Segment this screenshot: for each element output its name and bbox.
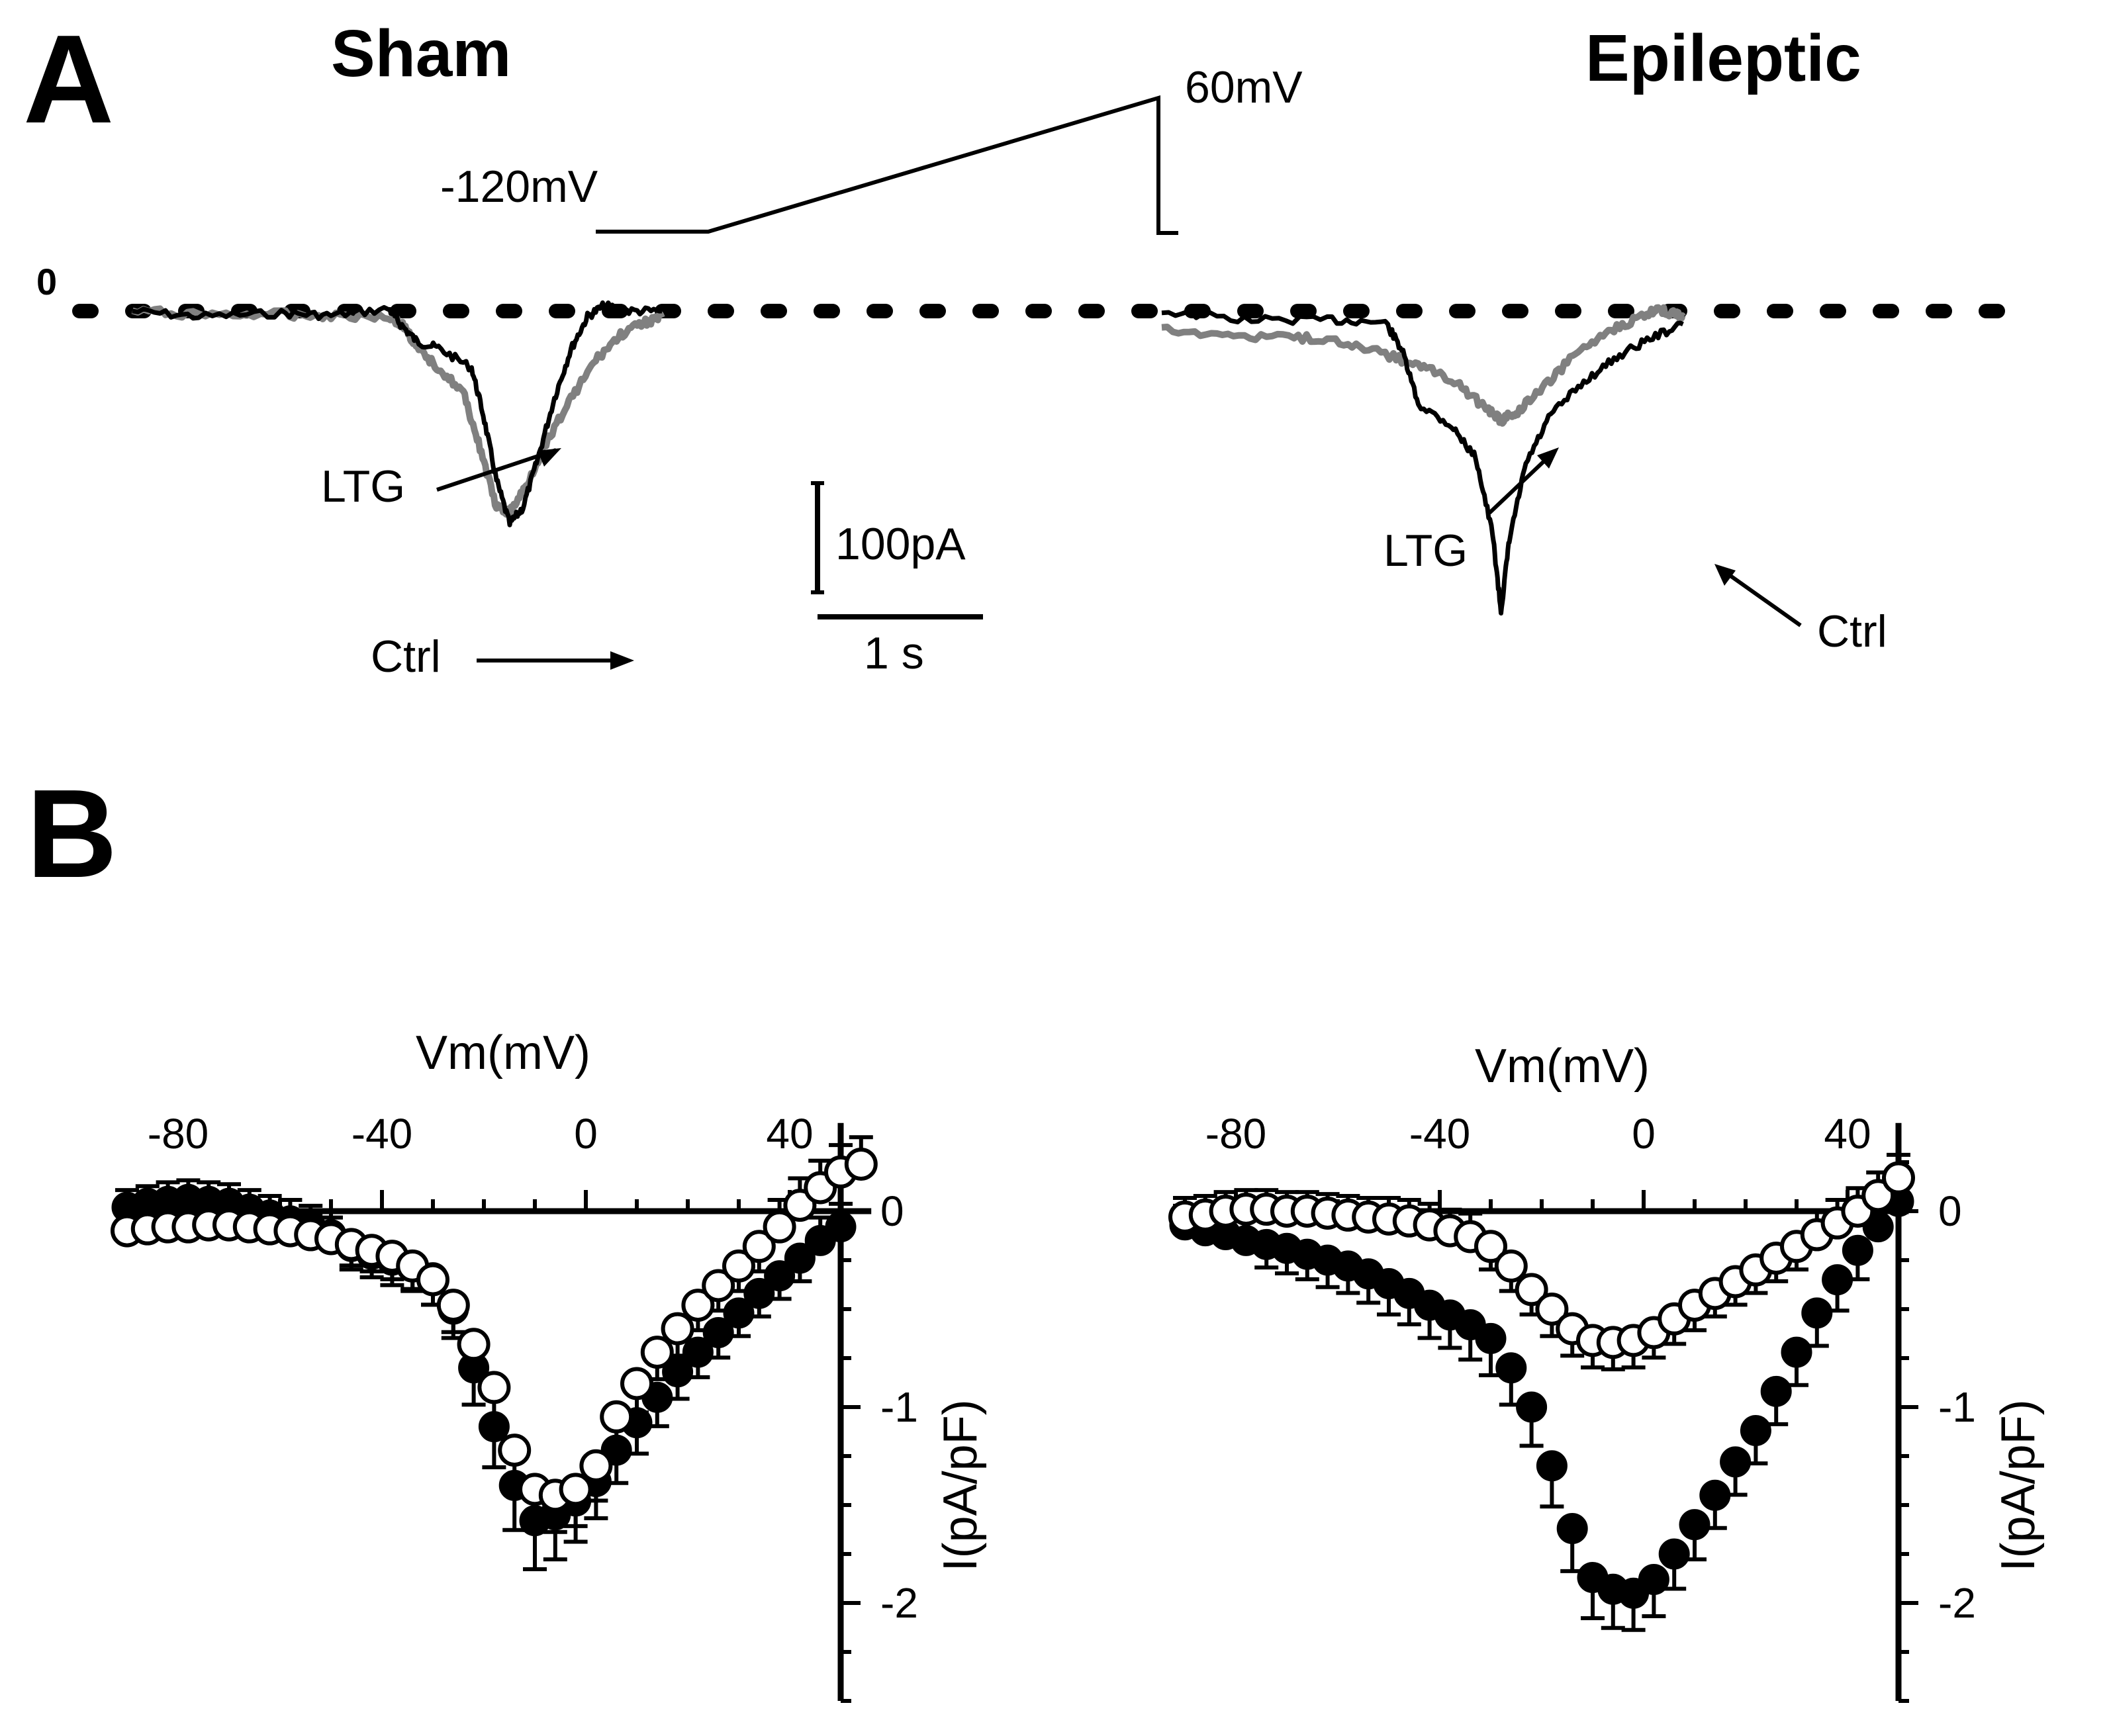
epileptic-iv-point-ctrl [1556,1513,1588,1545]
sham-ltg-arrowhead [538,448,561,467]
epileptic-iv-point-ctrl [1801,1297,1833,1329]
epileptic-iv-point-ltg [1882,1161,1915,1195]
sham-traces [131,300,665,527]
epileptic-iv-y-tick-label: -2 [1938,1579,1976,1627]
sham-iv-point-ltg [640,1336,674,1369]
sham-iv-x-tick-label: -80 [148,1110,209,1158]
panel-a-label: A [23,9,114,150]
sham-iv-point-ltg [702,1269,735,1302]
sham-iv-point-ltg [783,1189,817,1222]
sham-iv-y-tick-label: 0 [880,1187,904,1235]
sham-ctrl-trace [132,300,663,527]
sham-iv-point-ltg [559,1473,592,1506]
epileptic-iv-point-ctrl [1740,1415,1771,1447]
sham-iv-point-ctrl [764,1260,796,1292]
epileptic-ctrl-arrow [1720,567,1802,627]
sham-iv-point-ltg [600,1400,633,1434]
scale-time-label: 1 s [864,628,924,678]
sham-iv-y-tick-label: -2 [880,1579,918,1627]
epileptic-iv-y-axis-title: I(pA/pF) [1992,1399,2045,1571]
protocol-start-label: -120mV [440,161,598,212]
epileptic-iv-series-ctrl [1169,1174,1914,1632]
sham-iv-point-ctrl [743,1277,775,1309]
epileptic-iv-point-ltg [1474,1230,1507,1263]
sham-iv-x-tick-label: 40 [766,1110,813,1158]
sham-iv-x-axis-title: Vm(mV) [416,1027,590,1079]
sham-iv-point-ltg [579,1449,613,1483]
epileptic-iv-point-ltg [1535,1293,1569,1326]
sham-iv-point-ltg [477,1371,511,1404]
sham-iv-point-ctrl [682,1336,714,1368]
epileptic-title: Epileptic [1585,21,1861,95]
sham-iv-plot: -80 -40 0 40 0 -1 -2 Vm(mV) I(pA/pF) [111,1027,987,1703]
epileptic-iv-x-tick-label: -40 [1409,1110,1471,1158]
epileptic-iv-x-tick-label: 40 [1824,1110,1871,1158]
sham-title: Sham [331,17,511,91]
sham-iv-x-tick-label: 0 [574,1110,598,1158]
epileptic-iv-point-ltg [1861,1179,1895,1212]
sham-ltg-trace [131,305,665,520]
sham-iv-y-tick-label: -1 [880,1383,918,1431]
sham-ltg-label: LTG [321,461,405,512]
epileptic-iv-point-ctrl [1536,1450,1568,1482]
epileptic-iv-point-ctrl [1658,1538,1690,1570]
sham-ctrl-arrowhead [610,651,634,670]
epileptic-iv-point-ctrl [1781,1336,1812,1368]
sham-iv-point-ctrl [702,1317,734,1349]
epileptic-iv-x-axis-title: Vm(mV) [1475,1040,1650,1093]
epileptic-iv-x-tick-label: -80 [1205,1110,1267,1158]
panel-b-label: B [26,764,117,904]
epileptic-ltg-arrow [1487,451,1554,515]
epileptic-iv-point-ctrl [1822,1264,1853,1296]
voltage-ramp-protocol [596,95,1178,235]
sham-iv-series-ltg [111,1135,878,1534]
sham-iv-point-ltg [742,1230,776,1263]
protocol-end-label: 60mV [1185,62,1303,113]
sham-iv-point-ctrl [784,1242,816,1274]
sham-iv-point-ltg [620,1367,653,1400]
epileptic-ctrl-label: Ctrl [1817,606,1887,657]
sham-iv-point-ltg [661,1312,694,1346]
sham-ctrl-label: Ctrl [371,631,441,682]
epileptic-ltg-trace [1161,304,1686,427]
epileptic-iv-point-ctrl [1475,1322,1507,1354]
sham-iv-point-ctrl [723,1297,755,1329]
sham-iv-point-ltg [436,1289,470,1322]
epileptic-iv-point-ctrl [1495,1352,1527,1384]
epileptic-iv-point-ctrl [1679,1509,1711,1541]
scale-current-label: 100pA [835,519,966,569]
epileptic-iv-series-ltg [1168,1152,1915,1372]
epileptic-traces [1161,304,1686,616]
sham-iv-point-ltg [457,1328,491,1361]
sham-iv-point-ltg [416,1263,449,1297]
epileptic-iv-y-tick-label: -1 [1938,1383,1976,1431]
sham-iv-y-axis-title: I(pA/pF) [934,1399,987,1571]
epileptic-ltg-label: LTG [1383,525,1468,576]
sham-iv-point-ctrl [825,1211,857,1243]
epileptic-iv-point-ctrl [1638,1563,1669,1595]
epileptic-ctrl-arrowhead [1714,564,1736,586]
epileptic-ctrl-trace [1161,308,1684,616]
epileptic-iv-point-ctrl [1720,1446,1752,1478]
sham-iv-point-ltg [722,1249,755,1283]
epileptic-ltg-arrowhead [1537,447,1559,469]
epileptic-iv-x-tick-label: 0 [1632,1110,1656,1158]
sham-iv-point-ltg [498,1434,532,1467]
epileptic-iv-point-ctrl [1699,1479,1731,1511]
sham-iv-point-ltg [681,1289,715,1322]
epileptic-iv-plot: -80 -40 0 40 0 -1 -2 Vm(mV) I(pA/pF) [1168,1040,2045,1703]
sham-iv-x-tick-label: -40 [352,1110,413,1158]
sham-iv-point-ltg [763,1210,796,1244]
epileptic-iv-point-ctrl [1842,1234,1873,1266]
epileptic-iv-y-tick-label: 0 [1938,1187,1962,1235]
epileptic-iv-point-ctrl [1516,1391,1548,1423]
sham-iv-point-ltg [844,1147,878,1181]
sham-ltg-arrow [436,448,557,492]
epileptic-iv-point-ltg [1494,1249,1528,1283]
zero-label: 0 [36,261,57,302]
epileptic-iv-point-ltg [1515,1273,1548,1306]
epileptic-iv-point-ctrl [1760,1375,1792,1407]
